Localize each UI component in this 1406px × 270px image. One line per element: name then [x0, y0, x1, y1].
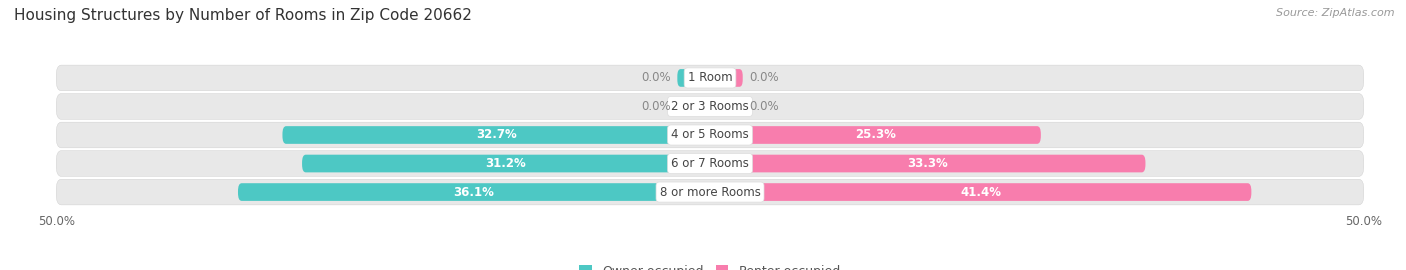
Text: 0.0%: 0.0%	[641, 72, 671, 85]
Text: 4 or 5 Rooms: 4 or 5 Rooms	[671, 129, 749, 141]
Text: 0.0%: 0.0%	[749, 100, 779, 113]
FancyBboxPatch shape	[283, 126, 710, 144]
Text: Housing Structures by Number of Rooms in Zip Code 20662: Housing Structures by Number of Rooms in…	[14, 8, 472, 23]
Text: 2 or 3 Rooms: 2 or 3 Rooms	[671, 100, 749, 113]
Text: Source: ZipAtlas.com: Source: ZipAtlas.com	[1277, 8, 1395, 18]
FancyBboxPatch shape	[56, 65, 1364, 91]
Text: 31.2%: 31.2%	[485, 157, 526, 170]
Text: 36.1%: 36.1%	[454, 185, 495, 198]
Legend: Owner-occupied, Renter-occupied: Owner-occupied, Renter-occupied	[575, 260, 845, 270]
Text: 0.0%: 0.0%	[641, 100, 671, 113]
FancyBboxPatch shape	[678, 69, 710, 87]
Text: 0.0%: 0.0%	[749, 72, 779, 85]
Text: 8 or more Rooms: 8 or more Rooms	[659, 185, 761, 198]
FancyBboxPatch shape	[710, 183, 1251, 201]
FancyBboxPatch shape	[710, 98, 742, 115]
FancyBboxPatch shape	[710, 155, 1146, 172]
Text: 1 Room: 1 Room	[688, 72, 733, 85]
Text: 33.3%: 33.3%	[907, 157, 948, 170]
FancyBboxPatch shape	[302, 155, 710, 172]
FancyBboxPatch shape	[678, 98, 710, 115]
Text: 6 or 7 Rooms: 6 or 7 Rooms	[671, 157, 749, 170]
Text: 25.3%: 25.3%	[855, 129, 896, 141]
FancyBboxPatch shape	[710, 126, 1040, 144]
Text: 32.7%: 32.7%	[475, 129, 516, 141]
FancyBboxPatch shape	[56, 94, 1364, 119]
FancyBboxPatch shape	[56, 179, 1364, 205]
FancyBboxPatch shape	[238, 183, 710, 201]
FancyBboxPatch shape	[56, 151, 1364, 176]
FancyBboxPatch shape	[56, 122, 1364, 148]
Text: 41.4%: 41.4%	[960, 185, 1001, 198]
FancyBboxPatch shape	[710, 69, 742, 87]
